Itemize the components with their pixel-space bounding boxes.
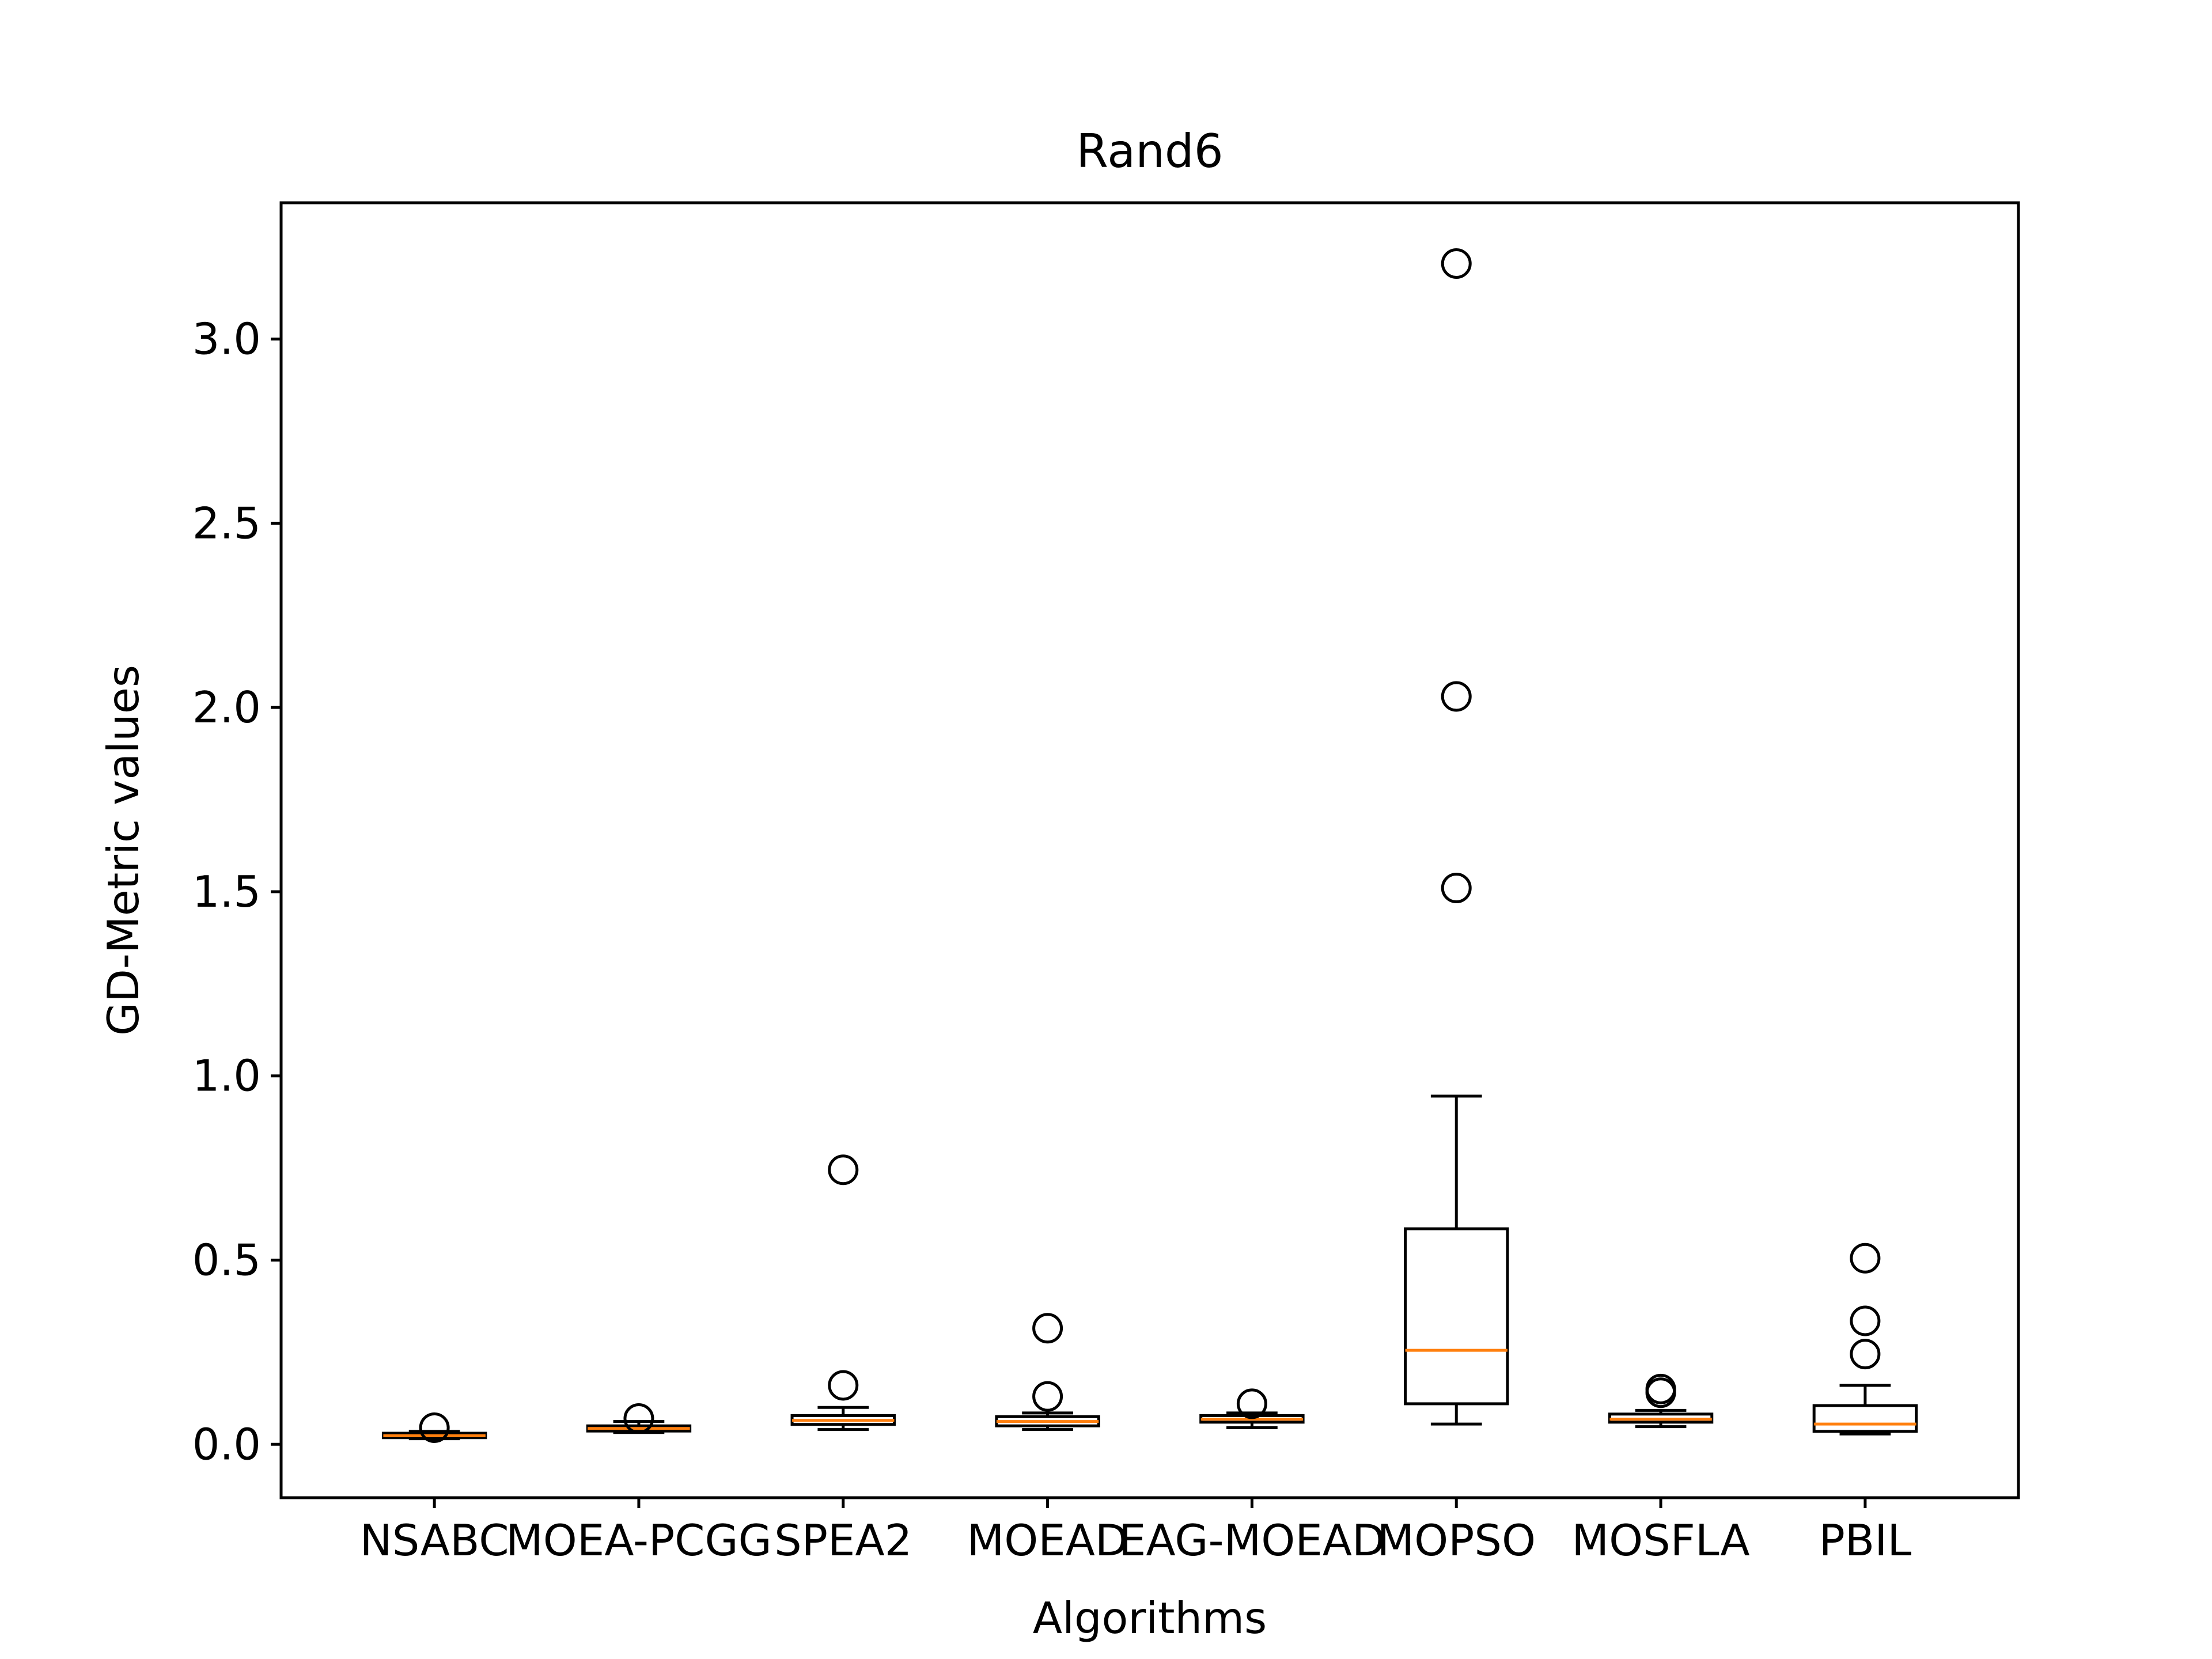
outlier-point [1441, 248, 1472, 279]
box-moea-pcgg [586, 1403, 692, 1434]
y-tick-label: 3.0 [192, 314, 261, 365]
outlier-point [1645, 1373, 1676, 1404]
x-tick-label: MOSFLA [1571, 1515, 1749, 1566]
x-tick-label: MOEA-PCGG [506, 1515, 772, 1566]
y-tick-label: 2.5 [192, 498, 261, 548]
outlier-point [828, 1370, 859, 1401]
box-mopso [1404, 248, 1509, 1426]
outlier-point [1032, 1381, 1063, 1412]
y-tick-label: 0.5 [192, 1234, 261, 1285]
outlier-point [1236, 1388, 1267, 1419]
outlier-point [828, 1154, 859, 1185]
x-tick-label: SPEA2 [774, 1515, 912, 1566]
chart-title: Rand6 [1076, 124, 1223, 178]
box-eag-moead [1199, 1388, 1305, 1429]
outlier-point [1850, 1305, 1881, 1336]
box-moead [995, 1313, 1100, 1431]
outlier-point [1441, 681, 1472, 712]
outlier-point [1850, 1339, 1881, 1370]
outlier-point [419, 1412, 450, 1443]
plot-frame [279, 201, 2020, 1499]
y-axis: 0.0 0.5 1.0 1.5 2.0 2.5 3.0 [192, 314, 281, 1469]
y-tick-label: 1.5 [192, 866, 261, 917]
x-axis-label: Algorithms [1033, 1593, 1267, 1643]
outlier-point [1441, 873, 1472, 904]
box-spea2 [790, 1154, 896, 1431]
y-tick-label: 1.0 [192, 1051, 261, 1101]
box-mosfla [1608, 1373, 1714, 1429]
y-tick-label: 2.0 [192, 682, 261, 733]
outlier-point [623, 1403, 654, 1434]
box-body [1404, 1227, 1509, 1406]
outlier-point [1850, 1243, 1881, 1274]
x-tick-label: EAG-MOEAD [1119, 1515, 1385, 1566]
y-axis-label: GD-Metric values [98, 665, 149, 1036]
plot-area [381, 248, 1918, 1443]
outlier-point [1032, 1313, 1063, 1344]
box-pbil [1812, 1243, 1918, 1435]
x-tick-label: MOPSO [1377, 1515, 1536, 1566]
x-tick-label: PBIL [1819, 1515, 1912, 1566]
box-nsabc [381, 1412, 487, 1443]
x-tick-label: MOEAD [967, 1515, 1128, 1566]
y-tick-label: 0.0 [192, 1419, 261, 1469]
box-body [1812, 1404, 1918, 1433]
x-tick-label: NSABC [360, 1515, 509, 1566]
